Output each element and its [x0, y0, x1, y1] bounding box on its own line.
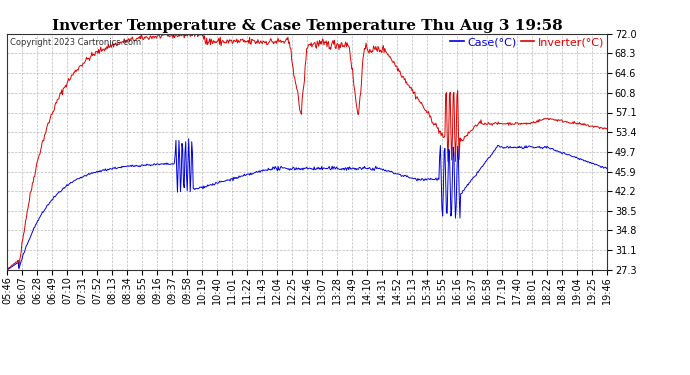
Title: Inverter Temperature & Case Temperature Thu Aug 3 19:58: Inverter Temperature & Case Temperature … — [52, 19, 562, 33]
Text: Copyright 2023 Cartronics.com: Copyright 2023 Cartronics.com — [10, 39, 141, 48]
Legend: Case(°C), Inverter(°C): Case(°C), Inverter(°C) — [449, 36, 605, 48]
